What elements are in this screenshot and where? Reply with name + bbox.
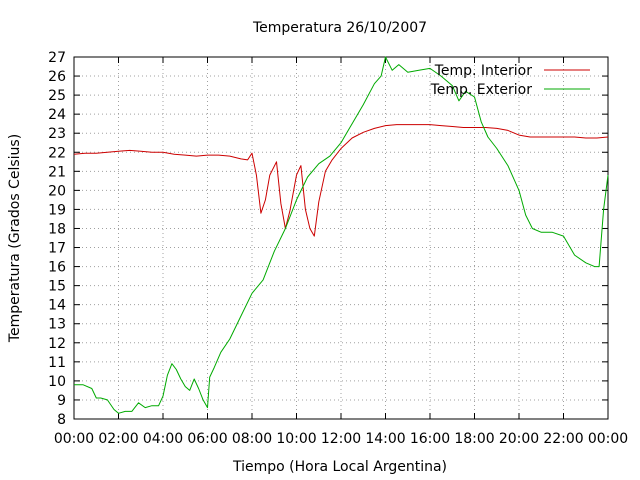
x-tick-label: 00:00 — [54, 431, 94, 447]
x-tick-label: 22:00 — [543, 431, 583, 447]
y-tick-label: 23 — [48, 126, 66, 142]
x-tick-label: 16:00 — [410, 431, 450, 447]
y-tick-label: 8 — [57, 412, 66, 428]
series-line-1 — [73, 124, 609, 237]
y-tick-label: 22 — [48, 145, 66, 161]
y-tick-label: 17 — [48, 241, 66, 257]
y-tick-label: 9 — [57, 393, 66, 409]
y-axis-label: Temperatura (Grados Celsius) — [7, 134, 23, 343]
x-tick-label: 00:00 — [588, 431, 628, 447]
x-tick-label: 04:00 — [143, 431, 183, 447]
axis-ticks: 00:00 02:00 04:00 06:00 08:00 10:00 12:00 14:00… — [48, 50, 628, 447]
y-tick-label: 24 — [48, 107, 66, 123]
series-line-2 — [74, 56, 609, 414]
y-tick-label: 12 — [48, 336, 66, 352]
y-tick-label: 16 — [48, 260, 66, 276]
x-tick-label: 10:00 — [276, 431, 316, 447]
y-tick-label: 27 — [48, 50, 66, 66]
x-tick-label: 08:00 — [232, 431, 272, 447]
y-tick-label: 13 — [48, 317, 66, 333]
x-tick-label: 14:00 — [365, 431, 405, 447]
x-tick-label: 12:00 — [321, 431, 361, 447]
y-tick-label: 20 — [48, 183, 66, 199]
legend: Temp. Interior Temp. Exterior — [430, 63, 590, 98]
y-tick-label: 10 — [48, 374, 66, 390]
y-tick-label: 15 — [48, 279, 66, 295]
y-tick-label: 21 — [48, 164, 66, 180]
chart-title: Temperatura 26/10/2007 — [252, 20, 427, 36]
legend-label-1: Temp. Interior — [434, 63, 533, 79]
x-tick-label: 20:00 — [499, 431, 539, 447]
y-tick-label: 25 — [48, 88, 66, 104]
y-tick-label: 18 — [48, 221, 66, 237]
y-tick-label: 14 — [48, 298, 66, 314]
x-tick-label: 06:00 — [187, 431, 227, 447]
y-tick-label: 11 — [48, 355, 66, 371]
grid-lines — [74, 57, 608, 419]
y-tick-label: 26 — [48, 69, 66, 85]
x-axis-label: Tiempo (Hora Local Argentina) — [232, 459, 447, 475]
y-tick-label: 19 — [48, 202, 66, 218]
x-tick-label: 18:00 — [454, 431, 494, 447]
legend-label-2: Temp. Exterior — [430, 82, 533, 98]
x-tick-label: 02:00 — [98, 431, 138, 447]
series-layer — [73, 56, 609, 414]
